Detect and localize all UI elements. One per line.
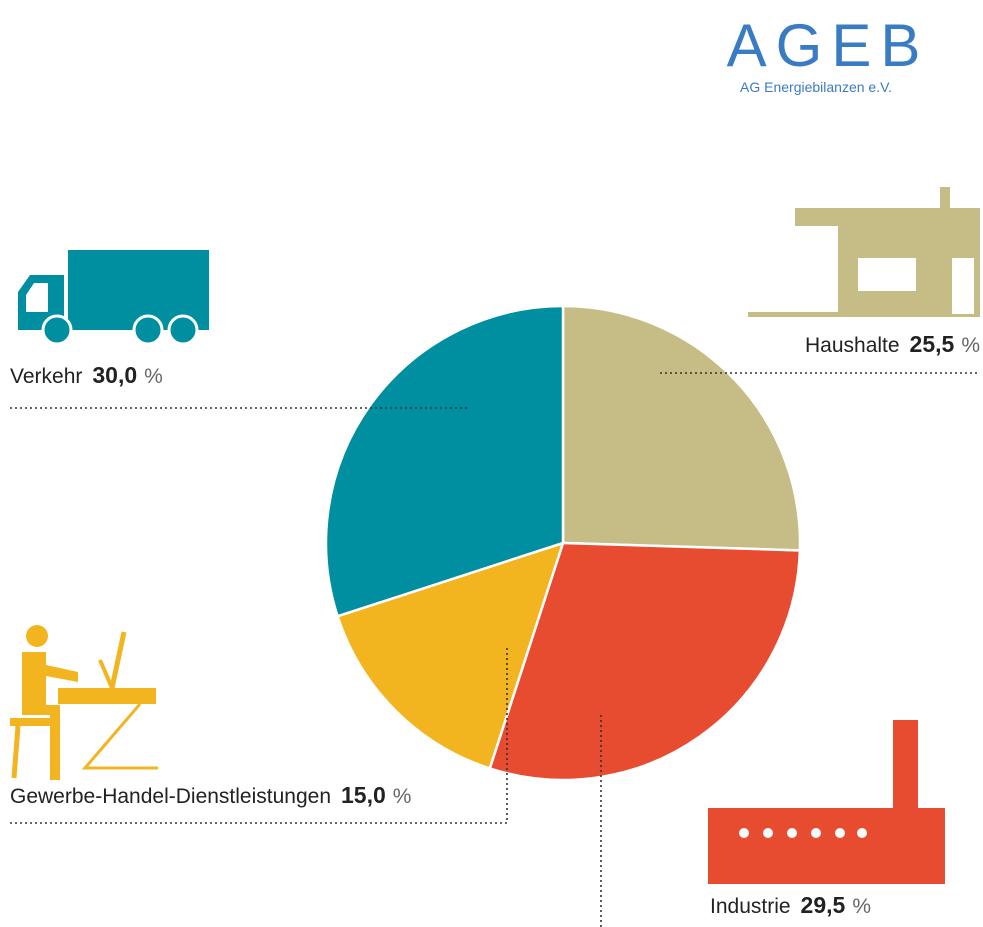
value-label: 15,0 bbox=[341, 782, 386, 808]
pie-slice bbox=[488, 541, 802, 782]
slice-label: Haushalte 25,5% bbox=[805, 331, 980, 357]
value-label: 29,5 bbox=[801, 892, 846, 918]
pie-slice bbox=[336, 541, 565, 770]
logo-subtitle: AG Energiebilanzen e.V. bbox=[740, 79, 892, 95]
truck-icon bbox=[18, 250, 209, 346]
category-label: Verkehr bbox=[10, 365, 82, 388]
unit-label: % bbox=[393, 785, 412, 808]
category-label: Haushalte bbox=[805, 334, 900, 357]
slice-label: Verkehr 30,0% bbox=[10, 362, 163, 388]
value-label: 30,0 bbox=[92, 362, 137, 388]
pie-slice bbox=[561, 304, 802, 552]
unit-label: % bbox=[961, 334, 980, 357]
unit-label: % bbox=[852, 895, 871, 918]
pie-slice bbox=[324, 304, 565, 618]
office-icon bbox=[10, 625, 158, 780]
category-label: Industrie bbox=[710, 895, 791, 918]
slice-label: Gewerbe-Handel-Dienstleistungen 15,0% bbox=[10, 782, 411, 808]
leader-line bbox=[10, 648, 508, 824]
value-label: 25,5 bbox=[910, 331, 955, 357]
unit-label: % bbox=[144, 365, 163, 388]
factory-icon bbox=[708, 720, 945, 884]
slice-label: Industrie 29,5% bbox=[710, 892, 871, 918]
logo: AGEB bbox=[727, 12, 930, 79]
house-icon bbox=[748, 187, 980, 317]
category-label: Gewerbe-Handel-Dienstleistungen bbox=[10, 785, 331, 808]
